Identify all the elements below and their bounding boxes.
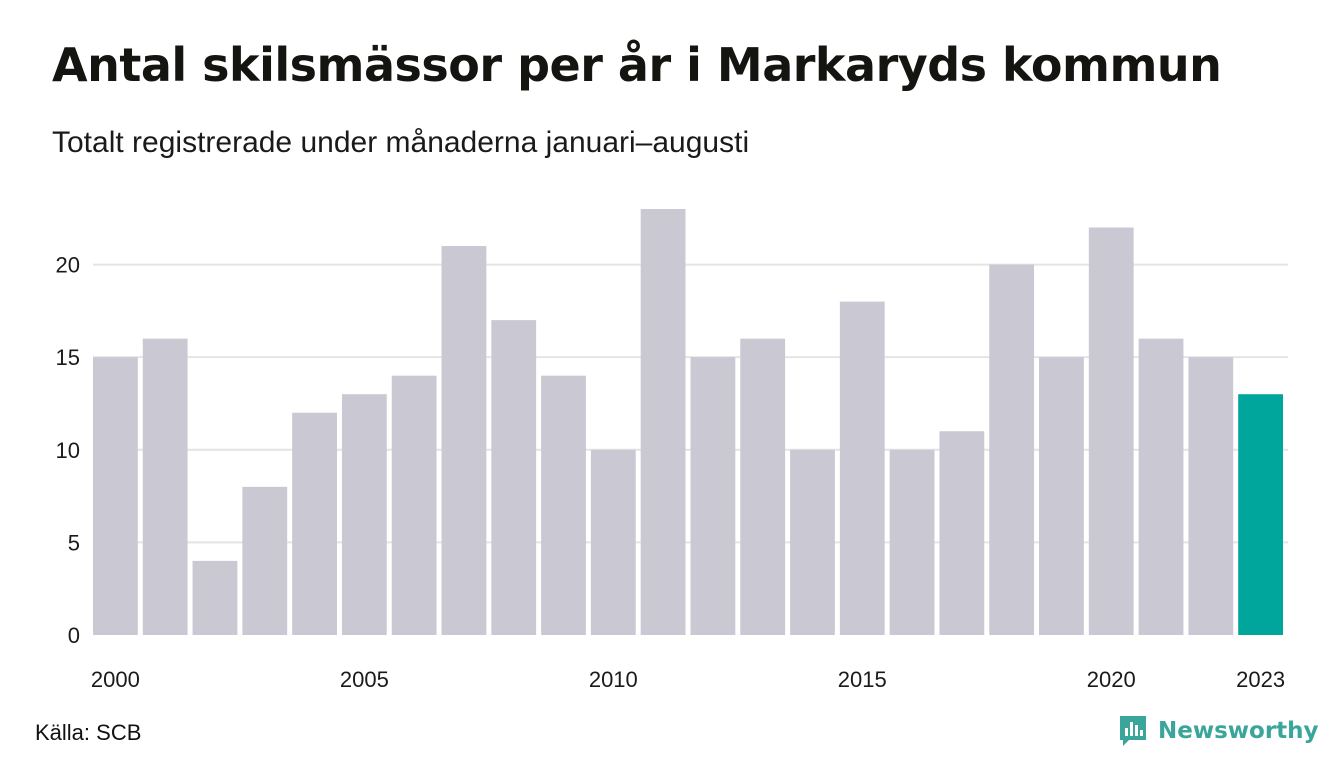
bar-2014	[790, 449, 835, 635]
bar-2002	[192, 560, 238, 635]
x-tick-label: 2020	[1087, 667, 1136, 692]
bar-2010	[590, 449, 636, 635]
brand-name: Newsworthy	[1158, 718, 1319, 744]
y-tick-label: 0	[68, 623, 80, 648]
bar-2009	[541, 375, 586, 635]
bar-2005	[341, 394, 387, 635]
bar-2018	[989, 264, 1035, 635]
bar-2011	[640, 209, 686, 635]
x-axis-ticks: 2000 2005 2010 2015 2020 2023	[91, 667, 1285, 692]
bar-2004	[292, 412, 337, 635]
bar-2001	[142, 338, 188, 635]
bar-2007	[441, 246, 487, 636]
bar-2019	[1039, 357, 1084, 635]
x-tick-label: 2005	[340, 667, 389, 692]
x-tick-label: 2015	[838, 667, 887, 692]
bar-2022	[1188, 357, 1234, 635]
bars	[93, 209, 1283, 636]
y-tick-label: 10	[56, 438, 80, 463]
bar-2020	[1088, 227, 1134, 636]
bar-2000	[93, 357, 138, 635]
bar-2003	[242, 486, 288, 635]
source-note: Källa: SCB	[35, 720, 142, 745]
bar-2017	[939, 431, 985, 635]
y-tick-label: 20	[56, 253, 80, 278]
chart-title: Antal skilsmässor per år i Markaryds kom…	[52, 38, 1222, 92]
bar-2021	[1138, 338, 1184, 635]
brand-logo: Newsworthy	[1118, 714, 1319, 748]
bar-2008	[491, 320, 537, 635]
chart-subtitle: Totalt registrerade under månaderna janu…	[52, 126, 750, 159]
bar-2016	[889, 449, 935, 635]
bar-2006	[391, 375, 437, 635]
bar-2012	[690, 357, 736, 635]
bar-2015	[839, 301, 885, 635]
x-tick-label: 2010	[589, 667, 638, 692]
x-tick-label: 2023	[1236, 667, 1285, 692]
y-tick-label: 5	[68, 530, 80, 555]
x-tick-label: 2000	[91, 667, 140, 692]
newsworthy-chart-logo-icon	[1120, 716, 1146, 746]
bar-2013	[740, 338, 786, 635]
y-tick-label: 15	[56, 345, 80, 370]
y-axis-ticks: 0 5 10 15 20	[56, 253, 80, 648]
bar-2023	[1238, 394, 1283, 635]
